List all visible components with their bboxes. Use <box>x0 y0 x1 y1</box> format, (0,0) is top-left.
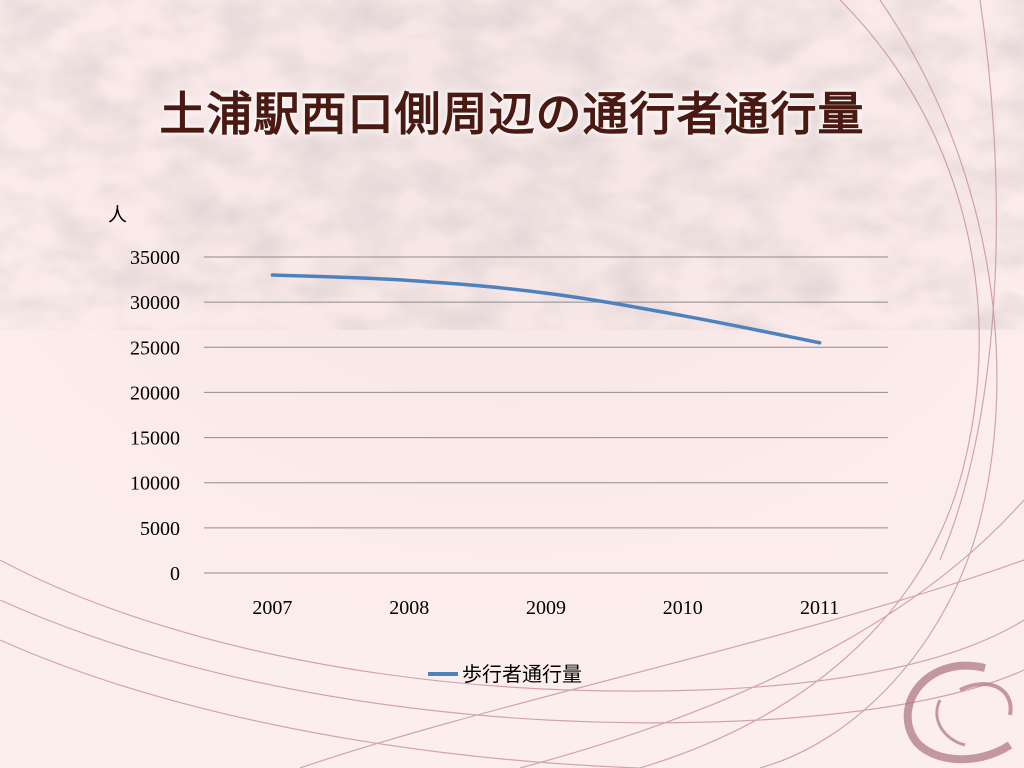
y-tick-label-1: 5000 <box>140 518 180 540</box>
data-point-0-1 <box>408 279 410 281</box>
data-point-0-0 <box>271 274 273 276</box>
y-tick-label-5: 25000 <box>130 337 180 359</box>
y-tick-label-6: 30000 <box>130 292 180 314</box>
legend-label-0: 歩行者通行量 <box>462 662 582 686</box>
legend: 歩行者通行量 <box>428 662 582 686</box>
brush-circle-logo <box>903 661 1013 764</box>
y-axis-ticks: 0 5000 10000 15000 20000 25000 30000 35000 <box>130 247 180 585</box>
y-tick-label-4: 20000 <box>130 382 180 404</box>
y-tick-label-3: 15000 <box>130 428 180 450</box>
y-tick-label-0: 0 <box>170 563 180 585</box>
x-tick-label-1: 2008 <box>389 597 429 619</box>
series-lines <box>270 273 822 345</box>
data-point-0-4 <box>819 342 821 344</box>
y-tick-label-2: 10000 <box>130 473 180 495</box>
slide-title: 土浦駅西口側周辺の通行者通行量 <box>159 87 865 141</box>
series-line-0 <box>270 273 822 345</box>
x-tick-label-0: 2007 <box>252 597 292 619</box>
gridlines <box>204 256 888 574</box>
x-tick-label-3: 2010 <box>663 597 703 619</box>
y-tick-label-7: 35000 <box>130 247 180 269</box>
x-tick-label-4: 2011 <box>800 597 839 619</box>
data-point-0-3 <box>682 315 684 317</box>
data-point-0-2 <box>545 292 547 294</box>
x-tick-label-2: 2009 <box>526 597 566 619</box>
x-axis-ticks: 2007 2008 2009 2010 2011 <box>252 597 839 619</box>
y-axis-unit-label: 人 <box>108 204 127 226</box>
